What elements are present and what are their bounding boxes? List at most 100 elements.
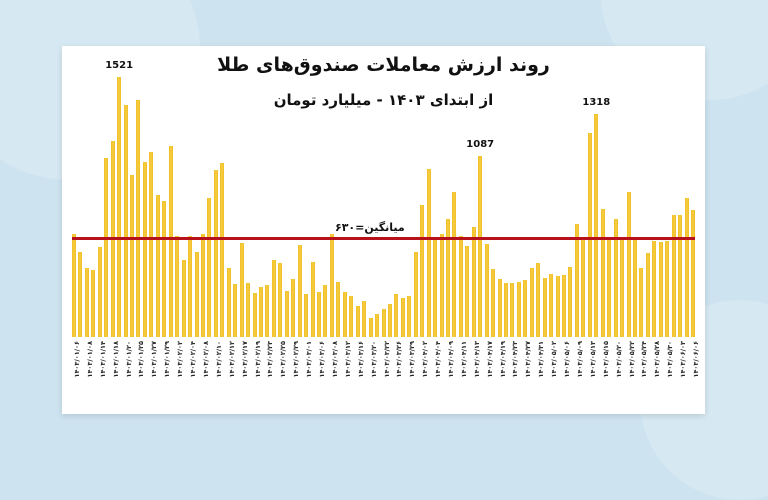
bar (394, 294, 399, 337)
bar (639, 268, 644, 337)
x-axis-label: ۱۴۰۳/۰۴/۲۷ (524, 341, 533, 378)
x-axis-label: ۱۴۰۳/۰۴/۰۹ (446, 341, 455, 378)
bar (491, 268, 496, 337)
bar (349, 296, 354, 337)
bar (594, 113, 599, 337)
x-axis-label: ۱۴۰۳/۰۴/۰۴ (434, 341, 443, 378)
bar (213, 170, 218, 337)
x-axis-label: ۱۴۰۳/۰۱/۰۶ (73, 341, 81, 378)
bar (220, 163, 225, 337)
bar (310, 262, 315, 337)
x-axis-label: ۱۴۰۳/۰۲/۰۲ (176, 341, 185, 378)
bar (433, 240, 438, 337)
x-axis-label: ۱۴۰۳/۰۱/۱۴ (98, 341, 107, 378)
x-axis-label: ۱۴۰۳/۰۵/۲۸ (653, 341, 662, 378)
x-axis-label: ۱۴۰۳/۰۳/۲۲ (382, 341, 391, 378)
x-axis-label: ۱۴۰۳/۰۵/۱۳ (588, 341, 597, 378)
x-axis-label: ۱۴۰۳/۰۱/۲۵ (137, 341, 146, 378)
x-axis-label: ۱۴۰۳/۰۱/۲۹ (163, 341, 172, 378)
bar (188, 235, 193, 337)
bar (613, 218, 618, 337)
bar (420, 204, 425, 337)
bar (342, 291, 347, 337)
bar (504, 282, 508, 337)
x-axis-label: ۱۴۰۳/۰۱/۰۸ (85, 341, 94, 378)
bar (445, 218, 450, 337)
bar (142, 162, 147, 337)
bar (329, 234, 334, 337)
bar (562, 274, 567, 337)
bar (91, 270, 96, 337)
x-axis-label: ۱۴۰۳/۰۵/۲۰ (614, 341, 623, 378)
bar (291, 278, 296, 337)
bar (323, 284, 328, 337)
bar (574, 224, 579, 337)
x-axis-labels: ۱۴۰۳/۰۱/۰۶ ۱۴۰۳/۰۱/۰۸ ۱۴۰۳/۰۱/۱۴ ۱۴۰۳/۰۱/۱۸… (62, 337, 705, 414)
average-line (72, 237, 695, 241)
x-axis-label: ۱۴۰۳/۰۳/۲۰ (369, 341, 378, 378)
bar (278, 262, 283, 337)
bar (84, 268, 89, 337)
x-axis-label: ۱۴۰۳/۰۶/۰۶ (692, 341, 700, 378)
chart-title: روند ارزش معاملات صندوق‌های طلا (217, 54, 550, 76)
x-axis-label: ۱۴۰۳/۰۵/۰۲ (550, 341, 559, 378)
bar (439, 234, 444, 337)
x-axis-label: ۱۴۰۳/۰۲/۰۸ (201, 341, 210, 378)
x-axis-label: ۱۴۰۳/۰۵/۳۰ (666, 341, 675, 378)
bar (265, 284, 270, 337)
bar (233, 284, 238, 337)
bar (155, 195, 160, 337)
bar (226, 268, 231, 337)
bar (587, 132, 592, 337)
bar (271, 260, 276, 337)
x-axis-label: ۱۴۰۳/۰۵/۰۹ (575, 341, 584, 378)
bar (691, 210, 695, 337)
bar (246, 282, 251, 337)
bar (536, 262, 541, 337)
bar (671, 214, 676, 337)
bar (684, 198, 689, 337)
bar (510, 282, 515, 337)
x-axis-label: ۱۴۰۳/۰۱/۲۰ (124, 341, 133, 378)
bar (665, 240, 670, 337)
x-axis-label: ۱۴۰۳/۰۴/۲۳ (511, 341, 520, 378)
bar (581, 238, 586, 337)
x-axis-label: ۱۴۰۳/۰۳/۱۶ (356, 341, 365, 378)
bar (555, 276, 560, 337)
bar (194, 252, 199, 337)
x-axis-label: ۱۴۰۳/۰۵/۲۲ (627, 341, 636, 378)
bar (175, 236, 180, 337)
x-axis-label: ۱۴۰۳/۰۲/۱۷ (240, 341, 249, 378)
bar (484, 244, 489, 337)
x-axis-label: ۱۴۰۳/۰۲/۲۹ (292, 341, 301, 378)
bar (336, 282, 341, 337)
bar (478, 155, 483, 337)
bar (632, 240, 637, 337)
bar (362, 300, 367, 337)
chart-card: روند ارزش معاملات صندوق‌های طلا از ابتدا… (62, 46, 705, 414)
bar (626, 192, 631, 337)
bar (375, 314, 380, 337)
bar (413, 252, 418, 337)
bar (458, 236, 463, 337)
bar (652, 240, 657, 337)
x-axis-label: ۱۴۰۳/۰۴/۱۳ (472, 341, 481, 378)
x-axis-label: ۱۴۰۳/۰۶/۰۳ (679, 341, 688, 378)
x-axis-label: ۱۴۰۳/۰۱/۱۸ (111, 341, 120, 378)
x-axis-label: ۱۴۰۳/۰۲/۰۴ (189, 341, 198, 378)
x-axis-label: ۱۴۰۳/۰۴/۱۷ (485, 341, 494, 378)
bar (123, 104, 128, 337)
bar (426, 168, 431, 337)
x-axis-label: ۱۴۰۳/۰۳/۰۶ (318, 341, 327, 378)
x-axis-label: ۱۴۰۳/۰۳/۰۸ (330, 341, 339, 378)
bar (200, 234, 205, 337)
bar (368, 318, 373, 337)
bar (465, 246, 470, 337)
bar (317, 291, 322, 337)
bar (181, 260, 186, 337)
x-axis-label: ۱۴۰۳/۰۴/۱۱ (459, 341, 468, 378)
bar (72, 234, 76, 337)
x-axis-label: ۱۴۰۳/۰۲/۱۰ (214, 341, 223, 378)
bar (542, 278, 547, 337)
bar (207, 197, 212, 337)
